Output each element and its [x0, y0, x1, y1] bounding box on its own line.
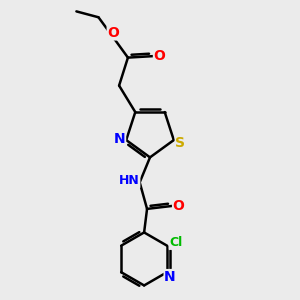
Text: O: O: [154, 49, 165, 63]
Text: HN: HN: [119, 174, 140, 188]
Text: O: O: [172, 199, 184, 213]
Text: N: N: [114, 132, 125, 145]
Text: O: O: [107, 26, 119, 40]
Text: S: S: [175, 136, 185, 150]
Text: N: N: [164, 270, 176, 283]
Text: Cl: Cl: [169, 236, 182, 249]
